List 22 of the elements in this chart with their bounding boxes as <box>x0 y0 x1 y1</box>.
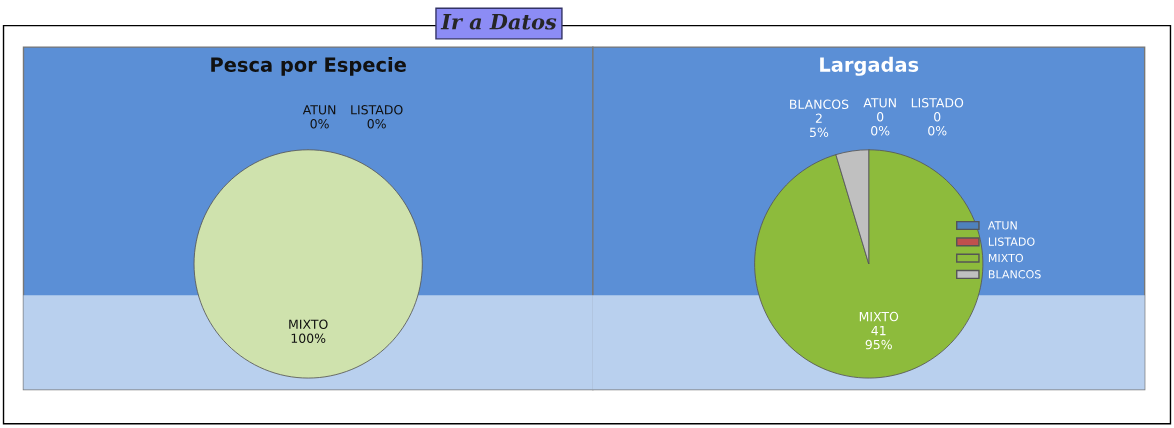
category-label: ATUN <box>302 105 336 115</box>
category-label: LISTADO <box>911 98 964 108</box>
slice-label: BLANCOS <box>790 99 849 110</box>
legend-label: MIXTO <box>988 253 1024 263</box>
data-label: 2 5% <box>810 113 829 138</box>
legend-label: ATUN <box>987 221 1017 230</box>
slice-label: MIXTO <box>289 319 328 330</box>
text: Ir a Datos <box>440 14 557 30</box>
pie-slice <box>754 149 984 379</box>
category-label: ATUN <box>863 98 896 108</box>
slice-label: MIXTO <box>859 311 899 322</box>
chart-title: Largadas <box>820 56 919 76</box>
data-label: 41 95% <box>865 326 892 350</box>
data-label: 100% <box>291 333 326 344</box>
text: 0 0% <box>871 112 890 136</box>
legend-label: BLANCOS <box>988 270 1041 279</box>
text: 0% <box>310 119 329 129</box>
text: 0 0% <box>928 112 947 136</box>
category-label: LISTADO <box>351 105 403 115</box>
legend-label: LISTADO <box>988 237 1035 246</box>
text: 0% <box>367 119 386 129</box>
chart-title: Pesca por Especie <box>211 56 406 76</box>
